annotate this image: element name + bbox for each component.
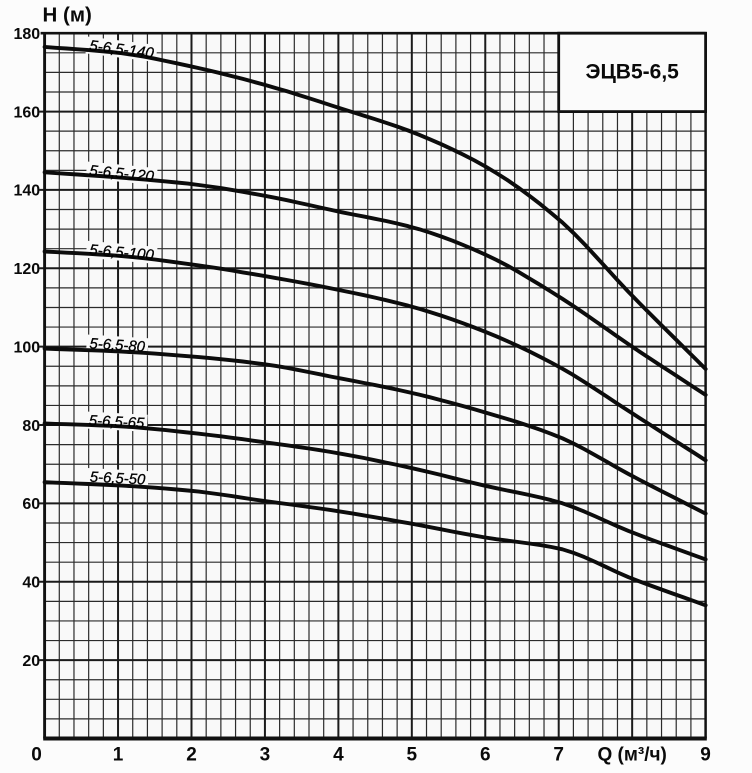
svg-text:80: 80 <box>22 418 40 435</box>
svg-text:180: 180 <box>13 26 40 43</box>
svg-text:1: 1 <box>113 745 124 766</box>
svg-text:Q (м³/ч): Q (м³/ч) <box>597 745 666 766</box>
svg-text:5-6,5-80: 5-6,5-80 <box>89 336 146 355</box>
svg-text:20: 20 <box>22 653 40 670</box>
svg-text:5-6,5-50: 5-6,5-50 <box>89 470 146 489</box>
svg-text:5-6,5-65: 5-6,5-65 <box>88 413 145 432</box>
svg-text:140: 140 <box>13 183 40 200</box>
svg-text:4: 4 <box>333 745 344 766</box>
svg-text:H (м): H (м) <box>43 4 92 27</box>
svg-text:ЭЦВ5-6,5: ЭЦВ5-6,5 <box>586 61 680 84</box>
svg-text:120: 120 <box>13 261 40 278</box>
svg-text:0: 0 <box>31 745 42 766</box>
svg-text:100: 100 <box>13 340 40 357</box>
svg-text:9: 9 <box>700 745 711 766</box>
svg-text:7: 7 <box>553 745 564 766</box>
svg-text:60: 60 <box>22 496 40 513</box>
svg-text:3: 3 <box>260 745 271 766</box>
svg-text:6: 6 <box>480 745 491 766</box>
svg-text:2: 2 <box>186 745 197 766</box>
svg-text:5: 5 <box>407 745 418 766</box>
svg-text:5-6,5-100: 5-6,5-100 <box>89 242 155 265</box>
svg-text:5-6,5-120: 5-6,5-120 <box>89 162 156 185</box>
svg-text:160: 160 <box>13 104 40 121</box>
svg-text:40: 40 <box>22 575 40 592</box>
